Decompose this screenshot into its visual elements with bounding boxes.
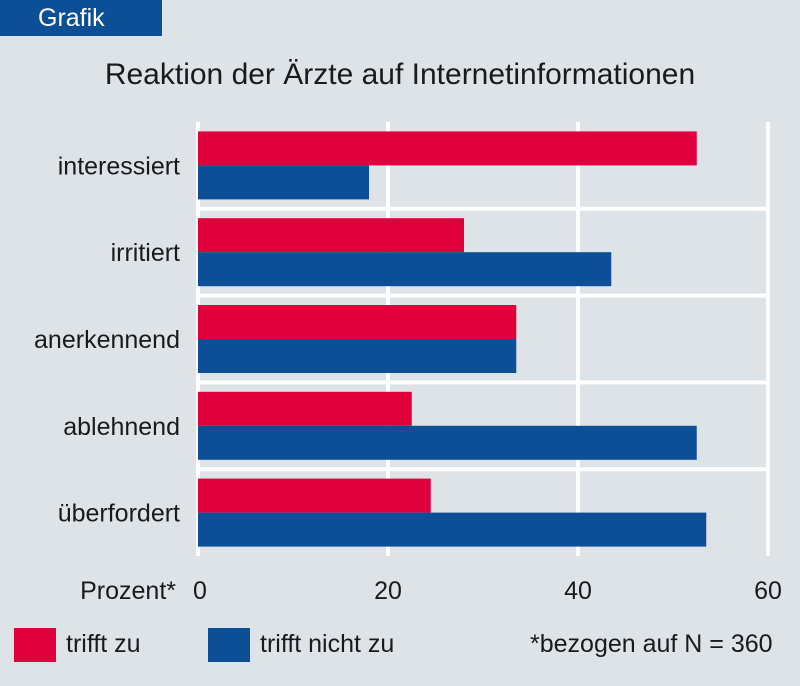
- category-label-4: überfordert: [58, 500, 180, 528]
- category-label-2: anerkennend: [34, 326, 180, 354]
- x-tick-label-3: 60: [754, 577, 782, 605]
- chart-title: Reaktion der Ärzte auf Internetinformati…: [104, 58, 696, 91]
- legend-swatch-trifft-zu: [14, 628, 56, 662]
- bar-trifft-zu-1: [198, 218, 464, 253]
- footnote: *bezogen auf N = 360: [530, 630, 773, 658]
- legend-label-trifft-nicht-zu: trifft nicht zu: [260, 630, 395, 658]
- x-tick-label-2: 40: [564, 577, 592, 605]
- bar-trifft-nicht-zu-3: [198, 425, 697, 460]
- bar-trifft-zu-3: [198, 391, 412, 426]
- x-tick-label-1: 20: [374, 577, 402, 605]
- category-label-0: interessiert: [58, 152, 180, 180]
- category-label-3: ablehnend: [63, 413, 180, 441]
- legend-label-trifft-zu: trifft zu: [66, 630, 141, 658]
- bar-trifft-zu-0: [198, 131, 697, 166]
- bar-trifft-zu-4: [198, 478, 431, 513]
- category-label-1: irritiert: [111, 239, 180, 267]
- legend-swatch-trifft-nicht-zu: [208, 628, 250, 662]
- x-axis-label: Prozent*: [80, 577, 176, 605]
- bar-trifft-zu-2: [198, 305, 517, 339]
- section-tag: Grafik: [0, 0, 162, 36]
- x-tick-label-0: 0: [193, 577, 207, 605]
- bar-trifft-nicht-zu-0: [198, 165, 369, 200]
- bar-trifft-nicht-zu-2: [198, 339, 517, 373]
- bar-trifft-nicht-zu-4: [198, 512, 707, 547]
- bar-trifft-nicht-zu-1: [198, 252, 612, 287]
